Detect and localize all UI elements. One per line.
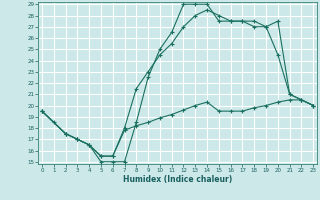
X-axis label: Humidex (Indice chaleur): Humidex (Indice chaleur): [123, 175, 232, 184]
